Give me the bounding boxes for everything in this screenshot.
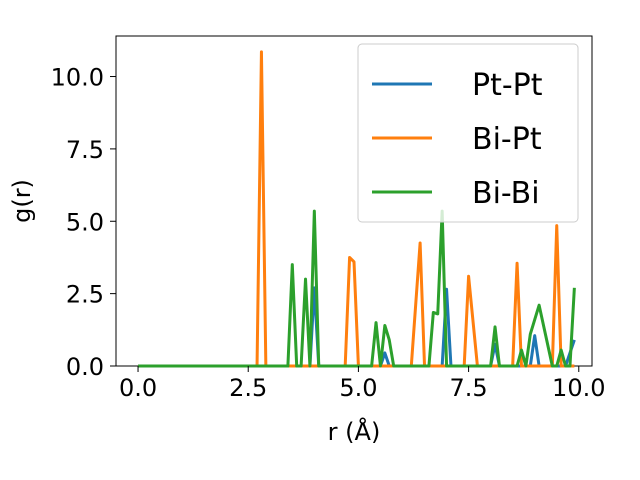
series-line-bi-bi	[138, 209, 576, 368]
legend-label-pt-pt: Pt-Pt	[472, 68, 543, 103]
y-tick-label: 0.0	[66, 353, 104, 381]
y-tick-label: 5.0	[66, 208, 104, 236]
x-tick-label: 7.5	[450, 374, 488, 402]
x-tick-label: 5.0	[339, 374, 377, 402]
x-tick-label: 2.5	[229, 374, 267, 402]
y-tick-label: 7.5	[66, 136, 104, 164]
x-tick-label: 10.0	[552, 374, 605, 402]
y-tick-label: 10.0	[51, 64, 104, 92]
plot-area	[115, 35, 593, 368]
legend: Pt-Pt Bi-Pt Bi-Bi	[357, 43, 579, 223]
x-tick-label: 0.0	[119, 374, 157, 402]
x-axis-label: r (Å)	[328, 417, 381, 446]
legend-label-bi-pt: Bi-Pt	[472, 122, 542, 157]
series-lines	[138, 50, 576, 368]
legend-box	[357, 43, 579, 223]
y-axis-ticks: 0.0 2.5 5.0 7.5 10.0	[51, 64, 116, 381]
y-tick-label: 2.5	[66, 281, 104, 309]
x-axis-ticks: 0.0 2.5 5.0 7.5 10.0	[119, 366, 605, 402]
y-axis-label: g(r)	[8, 179, 36, 223]
legend-label-bi-bi: Bi-Bi	[472, 176, 540, 211]
